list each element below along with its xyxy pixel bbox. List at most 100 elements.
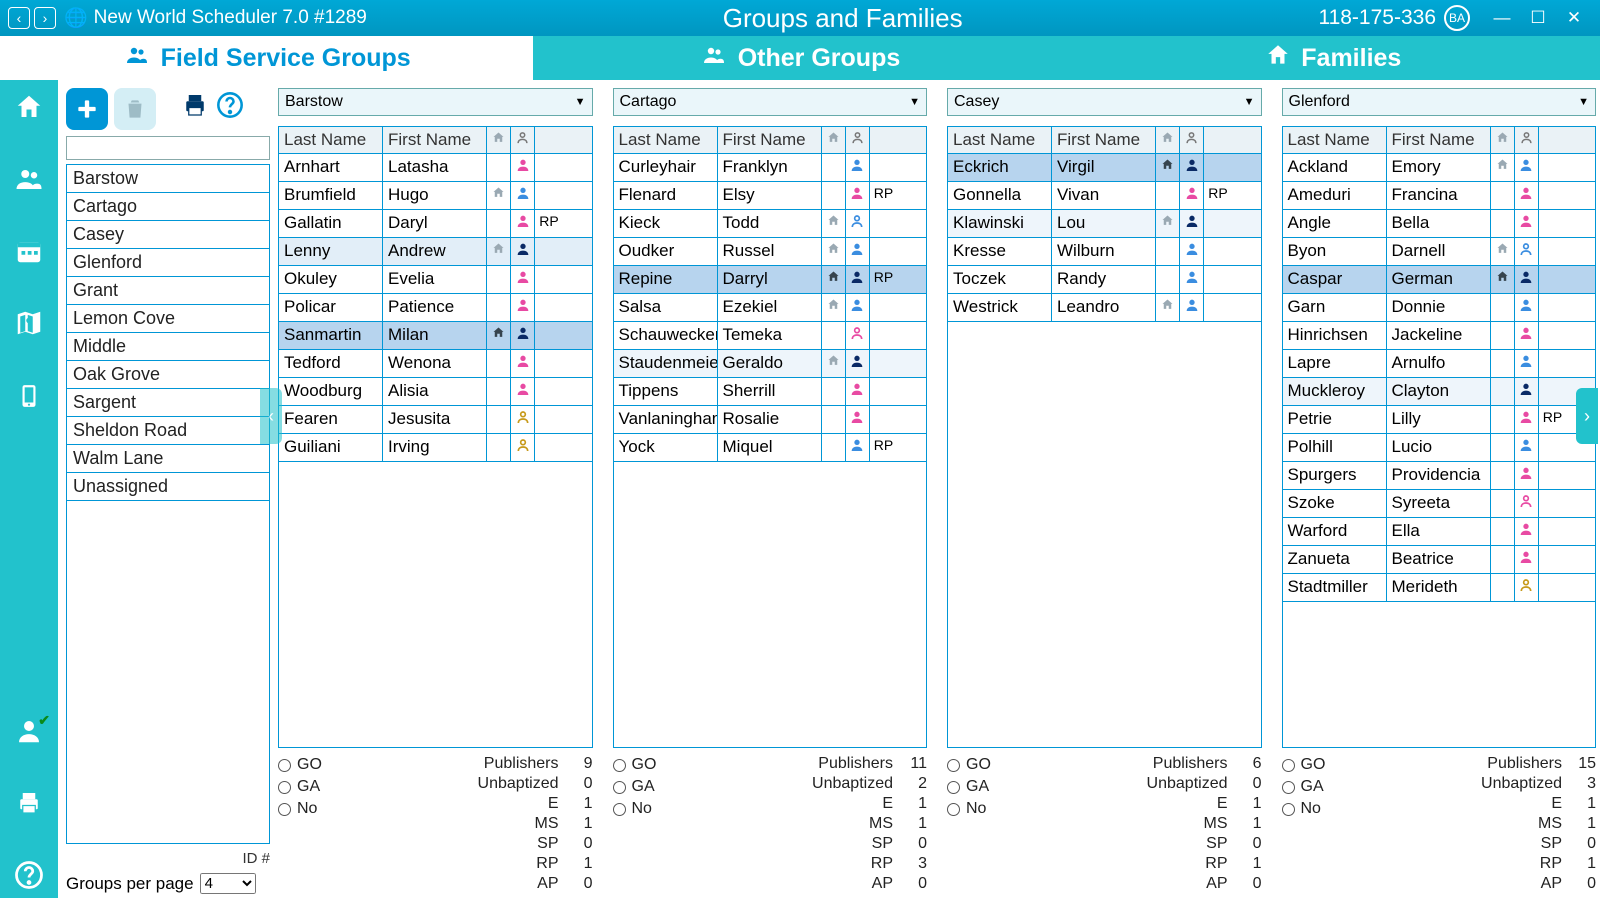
group-list-item[interactable]: Sargent xyxy=(67,389,269,417)
table-row[interactable]: ByonDarnell xyxy=(1283,238,1596,266)
stat-radio[interactable]: GO xyxy=(278,754,348,776)
table-row[interactable]: SzokeSyreeta xyxy=(1283,490,1596,518)
table-row[interactable]: StadtmillerMerideth xyxy=(1283,574,1596,602)
th-first[interactable]: First Name xyxy=(1387,127,1491,153)
th-rp[interactable] xyxy=(535,127,563,153)
stat-radio[interactable]: GO xyxy=(613,754,683,776)
table-row[interactable]: VanlaninghamRosalie xyxy=(614,406,927,434)
delete-group-button[interactable] xyxy=(114,88,156,130)
table-row[interactable]: TippensSherrill xyxy=(614,378,927,406)
tab-families[interactable]: Families xyxy=(1067,36,1600,80)
table-row[interactable]: KieckTodd xyxy=(614,210,927,238)
table-row[interactable]: CurleyhairFranklyn xyxy=(614,154,927,182)
table-row[interactable]: SanmartinMilan xyxy=(279,322,592,350)
table-row[interactable]: OkuleyEvelia xyxy=(279,266,592,294)
th-person-icon[interactable] xyxy=(846,127,870,153)
th-home-icon[interactable] xyxy=(822,127,846,153)
group-list-item[interactable]: Unassigned xyxy=(67,473,269,501)
sidebar-home-icon[interactable] xyxy=(14,92,44,130)
table-row[interactable]: GarnDonnie xyxy=(1283,294,1596,322)
stat-radio[interactable]: GO xyxy=(947,754,1017,776)
group-list-item[interactable]: Glenford xyxy=(67,249,269,277)
table-row[interactable]: GuilianiIrving xyxy=(279,434,592,462)
group-list-item[interactable]: Walm Lane xyxy=(67,445,269,473)
sidebar-help-icon[interactable] xyxy=(14,860,44,898)
sidebar-phone-icon[interactable] xyxy=(16,380,42,420)
group-list-item[interactable]: Cartago xyxy=(67,193,269,221)
sidebar-people-icon[interactable] xyxy=(13,164,45,202)
th-last[interactable]: Last Name xyxy=(948,127,1052,153)
stat-radio[interactable]: GO xyxy=(1282,754,1352,776)
group-column-dropdown[interactable]: Glenford▼ xyxy=(1282,88,1597,116)
table-row[interactable]: YockMiquelRP xyxy=(614,434,927,462)
th-last[interactable]: Last Name xyxy=(279,127,383,153)
table-row[interactable]: SalsaEzekiel xyxy=(614,294,927,322)
stat-radio[interactable]: GA xyxy=(1282,776,1352,798)
help-button[interactable] xyxy=(216,91,244,127)
stat-radio[interactable]: No xyxy=(947,798,1017,820)
close-button[interactable]: ✕ xyxy=(1556,4,1592,32)
th-rp[interactable] xyxy=(1204,127,1232,153)
tab-fsg[interactable]: Field Service Groups xyxy=(0,36,533,80)
stat-radio[interactable]: GA xyxy=(278,776,348,798)
table-row[interactable]: AcklandEmory xyxy=(1283,154,1596,182)
table-row[interactable]: EckrichVirgil xyxy=(948,154,1261,182)
group-list-item[interactable]: Sheldon Road xyxy=(67,417,269,445)
sidebar-map-icon[interactable] xyxy=(14,308,44,346)
table-row[interactable]: FlenardElsyRP xyxy=(614,182,927,210)
table-row[interactable]: GallatinDarylRP xyxy=(279,210,592,238)
sidebar-user-icon[interactable]: ✔ xyxy=(14,716,44,754)
table-row[interactable]: ArnhartLatasha xyxy=(279,154,592,182)
table-row[interactable]: BrumfieldHugo xyxy=(279,182,592,210)
th-rp[interactable] xyxy=(870,127,898,153)
user-badge[interactable]: BA xyxy=(1444,5,1470,31)
table-row[interactable]: TedfordWenona xyxy=(279,350,592,378)
nav-back-button[interactable]: ‹ xyxy=(8,7,30,29)
table-row[interactable]: GonnellaVivanRP xyxy=(948,182,1261,210)
table-row[interactable]: RepineDarrylRP xyxy=(614,266,927,294)
group-list-item[interactable]: Middle xyxy=(67,333,269,361)
sidebar-calendar-icon[interactable] xyxy=(14,236,44,274)
th-last[interactable]: Last Name xyxy=(614,127,718,153)
stat-radio[interactable]: No xyxy=(613,798,683,820)
stat-radio[interactable]: GA xyxy=(947,776,1017,798)
stat-radio[interactable]: No xyxy=(1282,798,1352,820)
th-home-icon[interactable] xyxy=(487,127,511,153)
group-column-dropdown[interactable]: Casey▼ xyxy=(947,88,1262,116)
th-home-icon[interactable] xyxy=(1156,127,1180,153)
table-row[interactable]: LapreArnulfo xyxy=(1283,350,1596,378)
th-last[interactable]: Last Name xyxy=(1283,127,1387,153)
table-row[interactable]: AngleBella xyxy=(1283,210,1596,238)
table-row[interactable]: PolhillLucio xyxy=(1283,434,1596,462)
group-list-item[interactable]: Barstow xyxy=(67,165,269,193)
group-column-dropdown[interactable]: Barstow▼ xyxy=(278,88,593,116)
table-row[interactable]: WoodburgAlisia xyxy=(279,378,592,406)
table-row[interactable]: PetrieLillyRP xyxy=(1283,406,1596,434)
add-group-button[interactable] xyxy=(66,88,108,130)
th-person-icon[interactable] xyxy=(511,127,535,153)
th-first[interactable]: First Name xyxy=(1052,127,1156,153)
table-row[interactable]: AmeduriFrancina xyxy=(1283,182,1596,210)
table-row[interactable]: LennyAndrew xyxy=(279,238,592,266)
table-row[interactable]: OudkerRussel xyxy=(614,238,927,266)
th-first[interactable]: First Name xyxy=(718,127,822,153)
table-row[interactable]: ToczekRandy xyxy=(948,266,1261,294)
table-row[interactable]: CasparGerman xyxy=(1283,266,1596,294)
table-row[interactable]: WarfordElla xyxy=(1283,518,1596,546)
table-row[interactable]: KlawinskiLou xyxy=(948,210,1261,238)
nav-forward-button[interactable]: › xyxy=(34,7,56,29)
group-list-item[interactable]: Lemon Cove xyxy=(67,305,269,333)
stat-radio[interactable]: GA xyxy=(613,776,683,798)
table-row[interactable]: SchauweckerTemeka xyxy=(614,322,927,350)
th-person-icon[interactable] xyxy=(1180,127,1204,153)
th-person-icon[interactable] xyxy=(1515,127,1539,153)
table-row[interactable]: SpurgersProvidencia xyxy=(1283,462,1596,490)
gpp-select[interactable]: 4 xyxy=(200,873,256,894)
table-row[interactable]: MuckleroyClayton xyxy=(1283,378,1596,406)
print-button[interactable] xyxy=(180,90,210,128)
group-list-item[interactable]: Oak Grove xyxy=(67,361,269,389)
group-search-input[interactable] xyxy=(66,136,270,160)
group-column-dropdown[interactable]: Cartago▼ xyxy=(613,88,928,116)
minimize-button[interactable]: — xyxy=(1484,4,1520,32)
maximize-button[interactable]: ☐ xyxy=(1520,4,1556,32)
